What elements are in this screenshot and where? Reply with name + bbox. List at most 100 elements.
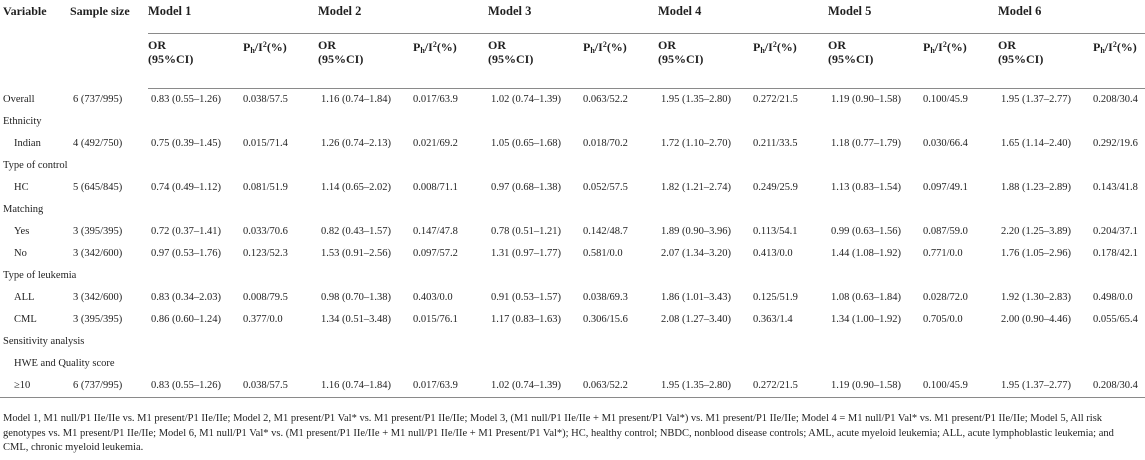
or-label: OR (318, 38, 336, 52)
ph-subscript: h (420, 46, 425, 55)
ph-subscript: h (590, 46, 595, 55)
ph-i2-cell: 0.017/63.9 (413, 375, 488, 398)
ph-i2-cell: 0.038/57.5 (243, 375, 318, 398)
ph-i2-cell: 0.178/42.1 (1093, 248, 1138, 259)
table-row: No 3 (342/600) 0.97 (0.53–1.76) 0.123/52.3 1… (0, 243, 1145, 265)
ph-i2-cell: 0.008/79.5 (243, 292, 288, 303)
or-ci-cell: 1.34 (1.00–1.92) (831, 314, 901, 325)
i-label: /I (934, 40, 943, 54)
group-row-filler (243, 353, 1145, 375)
or-ci-cell: 0.74 (0.49–1.12) (151, 182, 221, 193)
ph-label: P (753, 40, 761, 54)
or-label: OR (148, 38, 166, 52)
header-or-ci: OR (95%CI) (828, 33, 923, 89)
header-model-3: Model 3 (488, 0, 658, 34)
or-ci-cell: 1.92 (1.30–2.83) (1001, 292, 1071, 303)
header-variable: Variable (3, 4, 47, 18)
table-group-row: Matching (0, 199, 1145, 221)
group-row-filler (243, 155, 1145, 177)
sample-size-cell: 6 (737/995) (73, 93, 123, 105)
table-group-row: Sensitivity analysis (0, 331, 1145, 353)
ph-i2-cell: 0.015/71.4 (243, 138, 288, 149)
ph-i2-cell: 0.272/21.5 (753, 375, 828, 398)
i-label: /I (764, 40, 773, 54)
ci-label: (95%CI) (828, 52, 874, 66)
or-ci-cell: 1.65 (1.14–2.40) (1001, 138, 1071, 149)
or-ci-cell: 1.82 (1.21–2.74) (661, 182, 731, 193)
group-label: Type of control (3, 160, 68, 171)
or-ci-cell: 1.53 (0.91–2.56) (321, 248, 391, 259)
or-ci-cell: 0.98 (0.70–1.38) (321, 292, 391, 303)
or-ci-cell: 1.86 (1.01–3.43) (661, 292, 731, 303)
header-row-models: Variable Sample size Model 1 Model 2 Mod… (0, 0, 1145, 34)
ph-i2-cell: 0.113/54.1 (753, 226, 798, 237)
group-label: Type of leukemia (3, 270, 77, 281)
header-or-ci: OR (95%CI) (998, 33, 1093, 89)
or-label: OR (488, 38, 506, 52)
sample-size-cell: 3 (342/600) (73, 248, 123, 259)
header-or-ci: OR (95%CI) (148, 33, 243, 89)
or-ci-cell: 1.02 (0.74–1.39) (488, 375, 583, 398)
or-ci-cell: 1.16 (0.74–1.84) (321, 94, 391, 105)
header-or-ci: OR (95%CI) (658, 33, 753, 89)
group-row-filler (243, 331, 1145, 353)
i-superscript: 2 (942, 40, 947, 49)
ph-i2-cell: 0.008/71.1 (413, 182, 458, 193)
or-label: OR (998, 38, 1016, 52)
or-ci-cell: 0.75 (0.39–1.45) (151, 138, 221, 149)
ph-i2-cell: 0.030/66.4 (923, 138, 968, 149)
row-label: HC (14, 182, 29, 193)
ph-i2-cell: 0.100/45.9 (923, 94, 968, 105)
ph-i2-cell: 0.771/0.0 (923, 248, 963, 259)
sample-size-cell: 6 (737/995) (70, 375, 148, 398)
ph-i2-cell: 0.211/33.5 (753, 138, 798, 149)
or-ci-cell: 1.31 (0.97–1.77) (491, 248, 561, 259)
ph-i2-cell: 0.272/21.5 (753, 94, 798, 105)
i-superscript: 2 (1112, 40, 1117, 49)
table-row: Overall 6 (737/995) 0.83 (0.55–1.26) 0.038/… (0, 89, 1145, 112)
ph-i2-cell: 0.581/0.0 (583, 248, 623, 259)
ph-i2-cell: 0.097/57.2 (413, 248, 458, 259)
ph-i2-cell: 0.087/59.0 (923, 226, 968, 237)
or-ci-cell: 1.44 (1.08–1.92) (831, 248, 901, 259)
ph-i2-cell: 0.018/70.2 (583, 138, 628, 149)
header-ph-i2: Ph/I2(%) (753, 33, 828, 89)
or-ci-cell: 1.95 (1.37–2.77) (998, 375, 1093, 398)
or-ci-cell: 1.08 (0.63–1.84) (831, 292, 901, 303)
percent-label: (%) (266, 40, 287, 54)
ph-i2-cell: 0.363/1.4 (753, 314, 793, 325)
header-row-stats: OR (95%CI) Ph/I2(%) OR (95%CI) Ph/I2(%) OR (95%… (0, 33, 1145, 89)
or-ci-cell: 2.00 (0.90–4.46) (1001, 314, 1071, 325)
ph-subscript: h (250, 46, 255, 55)
group-label: Sensitivity analysis (3, 336, 85, 347)
or-ci-cell: 2.20 (1.25–3.89) (1001, 226, 1071, 237)
i-superscript: 2 (772, 40, 777, 49)
ph-i2-cell: 0.038/57.5 (243, 94, 288, 105)
or-label: OR (828, 38, 846, 52)
ph-i2-cell: 0.125/51.9 (753, 292, 798, 303)
group-label: Ethnicity (3, 116, 42, 127)
ph-i2-cell: 0.081/51.9 (243, 182, 288, 193)
row-label: CML (14, 314, 37, 325)
ph-label: P (923, 40, 931, 54)
row-label: Indian (14, 138, 41, 149)
ph-i2-cell: 0.021/69.2 (413, 138, 458, 149)
or-ci-cell: 0.83 (0.55–1.26) (148, 375, 243, 398)
percent-label: (%) (606, 40, 627, 54)
ph-i2-cell: 0.403/0.0 (413, 292, 453, 303)
ci-label: (95%CI) (998, 52, 1044, 66)
ph-label: P (243, 40, 251, 54)
group-label: HWE and Quality score (14, 358, 115, 369)
ph-i2-cell: 0.052/57.5 (583, 182, 628, 193)
header-ph-i2: Ph/I2(%) (413, 33, 488, 89)
or-ci-cell: 0.97 (0.68–1.38) (491, 182, 561, 193)
or-ci-cell: 1.17 (0.83–1.63) (491, 314, 561, 325)
i-superscript: 2 (602, 40, 607, 49)
or-ci-cell: 1.34 (0.51–3.48) (321, 314, 391, 325)
or-ci-cell: 1.02 (0.74–1.39) (491, 94, 561, 105)
percent-label: (%) (946, 40, 967, 54)
header-model-6: Model 6 (998, 0, 1145, 34)
header-or-ci: OR (95%CI) (488, 33, 583, 89)
ph-i2-cell: 0.142/48.7 (583, 226, 628, 237)
ph-i2-cell: 0.147/47.8 (413, 226, 458, 237)
